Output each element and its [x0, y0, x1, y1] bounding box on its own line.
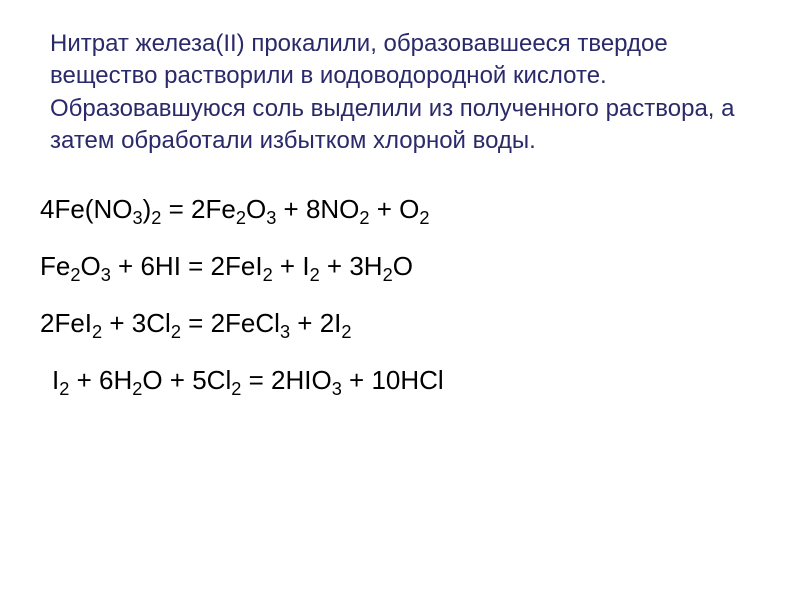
- equation-2: Fe2O3 + 6HI = 2FeI2 + I2 + 3H2O: [40, 251, 760, 282]
- equation-4: I2 + 6H2O + 5Cl2 = 2HIO3 + 10HCl: [40, 365, 760, 396]
- equation-1: 4Fe(NO3)2 = 2Fe2O3 + 8NO2 + O2: [40, 194, 760, 225]
- equations-block: 4Fe(NO3)2 = 2Fe2O3 + 8NO2 + O2 Fe2O3 + 6…: [40, 194, 760, 397]
- problem-statement: Нитрат железа(II) прокалили, образовавше…: [40, 28, 760, 158]
- equation-3: 2FeI2 + 3Cl2 = 2FeCl3 + 2I2: [40, 308, 760, 339]
